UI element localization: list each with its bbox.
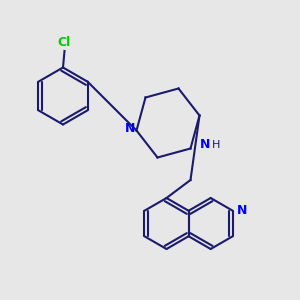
Text: N: N <box>237 204 248 217</box>
Text: H: H <box>212 140 220 150</box>
Text: Cl: Cl <box>58 37 71 50</box>
Text: N: N <box>125 122 135 136</box>
Text: N: N <box>200 138 211 151</box>
